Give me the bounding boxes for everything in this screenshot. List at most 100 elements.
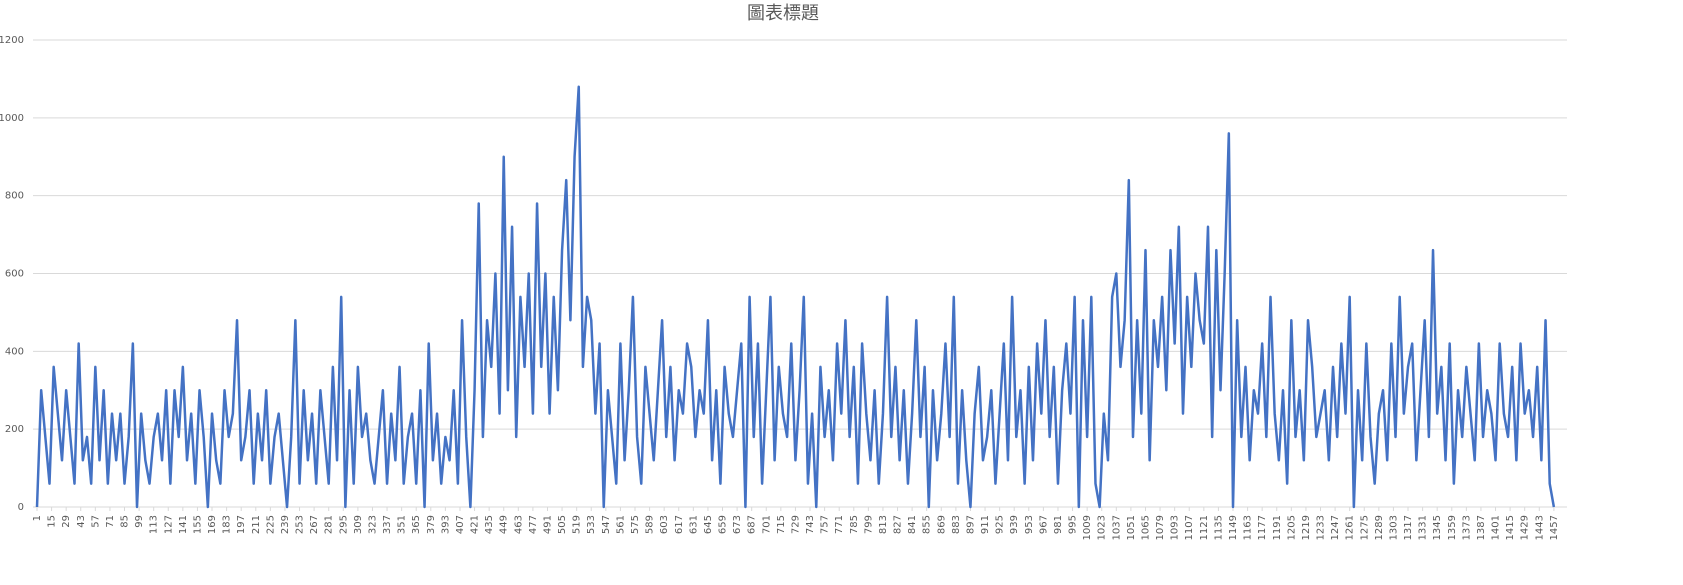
x-tick-label: 869 [936,515,947,534]
x-tick-label: 1079 [1155,515,1166,540]
x-tick-label: 1443 [1534,515,1545,540]
x-tick-label: 1387 [1476,515,1487,540]
x-tick-label: 1149 [1228,515,1239,540]
x-tick-label: 1135 [1213,515,1224,540]
x-tick-label: 1373 [1461,515,1472,540]
x-tick-label: 855 [922,515,933,534]
x-tick-label: 1261 [1345,515,1356,540]
x-tick-label: 393 [440,515,451,534]
chart-title: 圖表標題 [747,3,819,24]
x-tick-label: 1023 [1097,515,1108,540]
x-tick-label: 1429 [1520,515,1531,540]
x-tick-label: 631 [688,515,699,534]
x-tick-label: 1359 [1447,515,1458,540]
x-tick-label: 1037 [1111,515,1122,540]
x-tick-label: 995 [1068,515,1079,534]
x-tick-label: 477 [528,515,539,534]
x-tick-label: 603 [659,515,670,534]
x-tick-label: 449 [499,515,510,534]
x-tick-label: 155 [192,515,203,534]
x-tick-label: 645 [703,515,714,534]
x-tick-label: 57 [90,515,101,528]
x-tick-label: 771 [834,515,845,534]
x-tick-label: 785 [849,515,860,534]
x-tick-label: 407 [455,515,466,534]
x-tick-label: 659 [718,515,729,534]
x-tick-label: 1009 [1082,515,1093,540]
x-tick-label: 687 [747,515,758,534]
x-tick-label: 141 [178,515,189,534]
y-tick-label: 200 [5,424,24,435]
x-tick-label: 15 [47,515,58,528]
x-tick-label: 71 [105,515,116,528]
x-tick-label: 743 [805,515,816,534]
x-tick-label: 1331 [1418,515,1429,540]
x-tick-label: 1289 [1374,515,1385,540]
x-tick-label: 1121 [1199,515,1210,540]
x-tick-label: 421 [470,515,481,534]
x-tick-label: 925 [995,515,1006,534]
x-tick-label: 883 [951,515,962,534]
data-line [35,85,1556,509]
x-tick-label: 1093 [1170,515,1181,540]
x-tick-label: 351 [397,515,408,534]
x-tick-label: 379 [426,515,437,534]
x-tick-label: 435 [484,515,495,534]
x-tick-label: 897 [965,515,976,534]
x-tick-label: 827 [893,515,904,534]
x-tick-label: 981 [1053,515,1064,534]
x-tick-label: 1219 [1301,515,1312,540]
x-tick-label: 1275 [1359,515,1370,540]
x-tick-label: 701 [761,515,772,534]
x-tick-label: 323 [367,515,378,534]
x-tick-label: 1177 [1257,515,1268,540]
x-tick-label: 1051 [1126,515,1137,540]
x-tick-label: 799 [863,515,874,534]
y-tick-label: 600 [5,269,24,280]
x-tick-label: 337 [382,515,393,534]
x-tick-label: 99 [134,515,145,528]
x-tick-label: 463 [513,515,524,534]
x-tick-label: 519 [572,515,583,534]
x-tick-label: 43 [76,515,87,528]
x-tick-label: 113 [149,515,160,534]
x-tick-label: 295 [338,515,349,534]
x-tick-label: 575 [630,515,641,534]
x-tick-label: 211 [251,515,262,534]
x-tick-label: 729 [790,515,801,534]
x-tick-label: 491 [542,515,553,534]
x-tick-label: 841 [907,515,918,534]
x-tick-label: 715 [776,515,787,534]
x-tick-label: 281 [324,515,335,534]
y-tick-label: 1000 [0,113,24,124]
x-tick-label: 197 [236,515,247,534]
x-tick-label: 911 [980,515,991,534]
x-tick-label: 253 [295,515,306,534]
x-tick-label: 967 [1038,515,1049,534]
x-tick-label: 1247 [1330,515,1341,540]
y-tick-label: 1200 [0,35,24,46]
x-tick-label: 239 [280,515,291,534]
x-tick-label: 547 [601,515,612,534]
x-tick-label: 617 [674,515,685,534]
x-tick-label: 1401 [1491,515,1502,540]
x-tick-label: 183 [222,515,233,534]
x-tick-label: 225 [265,515,276,534]
y-tick-label: 400 [5,346,24,357]
x-tick-label: 1 [32,515,43,521]
x-tick-label: 29 [61,515,72,528]
x-tick-label: 1303 [1388,515,1399,540]
x-tick-label: 757 [820,515,831,534]
x-tick-label: 1457 [1549,515,1560,540]
x-tick-label: 561 [615,515,626,534]
x-tick-label: 1345 [1432,515,1443,540]
x-tick-label: 505 [557,515,568,534]
x-tick-label: 1233 [1316,515,1327,540]
y-tick-label: 800 [5,191,24,202]
x-tick-label: 1317 [1403,515,1414,540]
x-tick-label: 127 [163,515,174,534]
x-tick-label: 1191 [1272,515,1283,540]
x-tick-label: 169 [207,515,218,534]
x-tick-label: 1163 [1243,515,1254,540]
